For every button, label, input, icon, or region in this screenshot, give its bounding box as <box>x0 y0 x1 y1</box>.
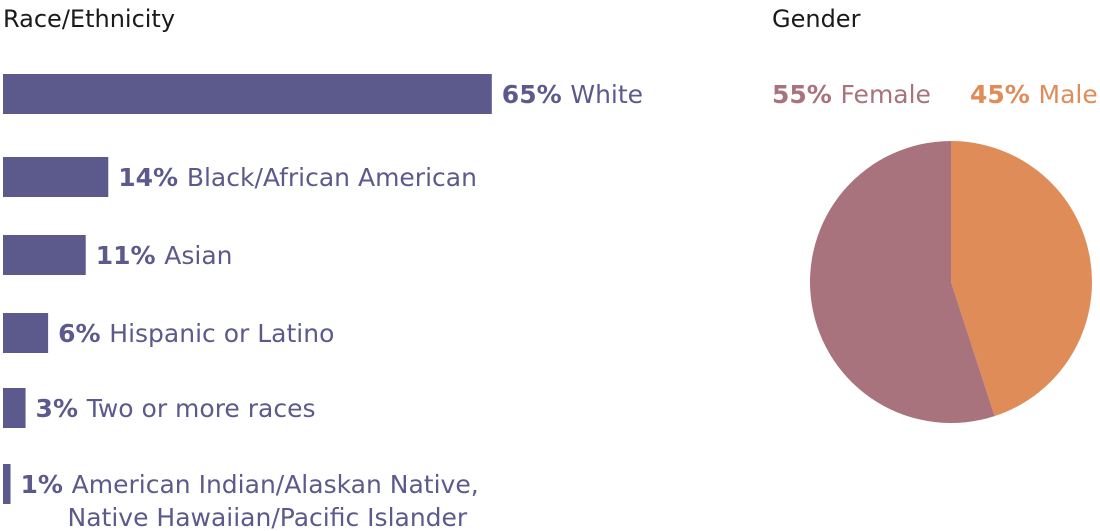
race-bar-label-4: 3% Two or more races <box>36 394 316 423</box>
race-chart-title: Race/Ethnicity <box>3 5 176 33</box>
race-bar-label-2: 11% Asian <box>96 241 233 270</box>
race-value-label-1: 14% <box>118 163 187 192</box>
race-category-label-4: Two or more races <box>86 394 316 423</box>
race-category-label-5-line2: Native Hawaiian/Pacific Islander <box>68 503 468 531</box>
race-bar-chart: 65% White 14% Black/African American 11% A… <box>3 74 643 531</box>
race-value-label-2: 11% <box>96 241 165 270</box>
pie-slice-female <box>809 141 995 424</box>
race-value-label-4: 3% <box>36 394 87 423</box>
race-bar-3 <box>3 313 49 353</box>
pie-legend-male: 45% Male <box>970 80 1098 109</box>
race-value-label-0: 65% <box>502 80 571 109</box>
race-value-label-3: 6% <box>58 319 109 348</box>
race-bar-4 <box>3 388 26 428</box>
race-category-label-3: Hispanic or Latino <box>109 319 334 348</box>
gender-pie-chart: 55% Female 45% Male <box>772 80 1098 424</box>
race-bar-label-0: 65% White <box>502 80 643 109</box>
race-bar-1 <box>3 157 109 197</box>
race-bar-2 <box>3 235 86 275</box>
race-bar-label-3: 6% Hispanic or Latino <box>58 319 334 348</box>
race-category-label-2: Asian <box>164 241 232 270</box>
pie-legend-female: 55% Female <box>772 80 931 109</box>
race-category-label-5: American Indian/Alaskan Native, <box>72 470 479 499</box>
race-bar-label-1: 14% Black/African American <box>118 163 477 192</box>
gender-chart-title: Gender <box>772 5 861 33</box>
race-category-label-0: White <box>570 80 643 109</box>
race-value-label-5: 1% <box>21 470 72 499</box>
pie-slice-male <box>951 141 1092 417</box>
race-category-label-1: Black/African American <box>187 163 477 192</box>
race-bar-0 <box>3 74 492 114</box>
race-bar-label-5: 1% American Indian/Alaskan Native, <box>21 470 479 499</box>
race-bar-5 <box>3 464 11 504</box>
